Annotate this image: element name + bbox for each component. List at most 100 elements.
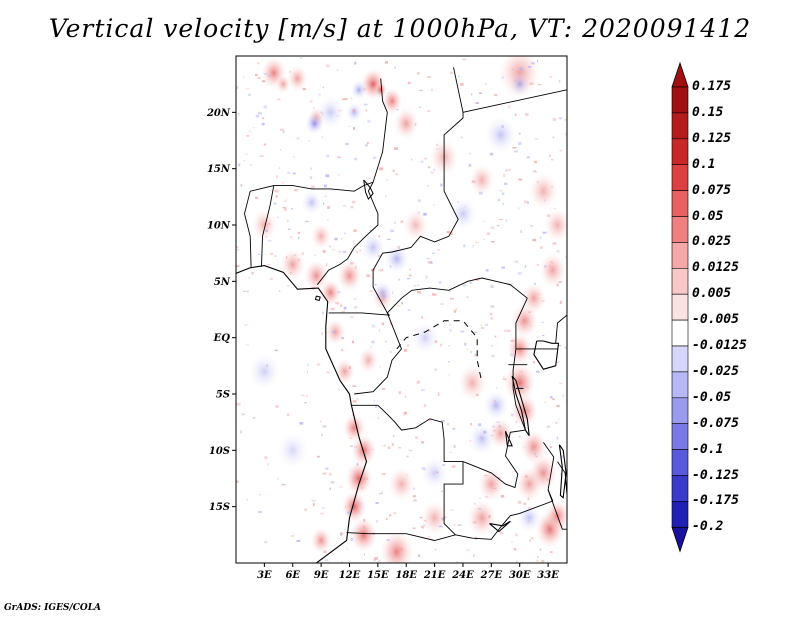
colorbar-level-label: -0.075: [692, 415, 739, 431]
updraft-region-37: [393, 107, 419, 140]
downdraft-region-15: [421, 456, 449, 489]
updraft-region-27: [467, 499, 497, 537]
country-border-14: [462, 89, 567, 113]
updraft-region-9: [539, 252, 567, 288]
updraft-region-23: [337, 259, 362, 292]
country-border-7: [346, 532, 473, 541]
lake-chad: [363, 179, 374, 201]
colorbar-level-label: 0.005: [692, 286, 732, 302]
country-border-11: [555, 314, 567, 344]
updraft-region-18: [334, 358, 356, 385]
downdraft-region-4: [360, 232, 386, 263]
colorbar-swatch: [671, 475, 689, 502]
country-border-1: [261, 78, 388, 267]
downdraft-region-17: [411, 321, 439, 354]
colorbar-swatch: [671, 501, 689, 528]
colorbar-level-label: -0.125: [692, 467, 739, 483]
colorbar-level-label: 0.1: [692, 156, 716, 172]
colorbar-level-label: 0.125: [692, 130, 732, 146]
lon-tick-label: 18E: [395, 570, 417, 581]
updraft-region-15: [345, 461, 373, 496]
downdraft-region-7: [483, 390, 509, 421]
colorbar-swatch: [671, 345, 689, 373]
colorbar-level-label: 0.025: [692, 234, 732, 250]
colorbar: [671, 61, 689, 553]
lon-tick-label: 3E: [257, 570, 272, 581]
downdraft-region-2: [345, 102, 363, 123]
geography-lines: [236, 67, 567, 563]
colorbar-top-arrow: [671, 61, 689, 88]
lat-tick-label: 20N: [206, 108, 231, 119]
updraft-region-16: [351, 434, 377, 467]
updraft-region-25: [357, 346, 379, 374]
updraft-region-12: [380, 530, 414, 563]
bioko: [314, 295, 321, 302]
colorbar-swatch: [671, 267, 689, 295]
updraft-region-26: [310, 527, 332, 554]
updraft-region-14: [341, 490, 367, 523]
lat-tick-label: EQ: [213, 333, 231, 344]
updraft-region-17: [342, 413, 366, 443]
downdraft-region-9: [317, 96, 345, 129]
plot-frame: [235, 55, 568, 564]
lon-tick-label: 9E: [314, 570, 329, 581]
country-border-17: [557, 461, 567, 496]
colorbar-level-label: -0.05: [692, 389, 732, 405]
colorbar-swatch: [671, 190, 689, 217]
colorbar-level-label: 0.175: [692, 79, 732, 94]
lon-tick-label: 33E: [537, 570, 559, 581]
downdraft-region-14: [509, 71, 531, 97]
downdraft-region-8: [468, 423, 496, 456]
updraft-region-5: [504, 362, 536, 403]
updraft-region-8: [521, 282, 547, 315]
lon-tick-label: 21E: [423, 570, 446, 581]
updraft-region-47: [287, 65, 308, 92]
country-border-9: [512, 298, 528, 431]
updraft-region-10: [544, 207, 567, 243]
grads-credit: GrADS: IGES/COLA: [4, 603, 102, 613]
country-border-8: [462, 429, 526, 489]
colorbar-swatch: [671, 164, 689, 191]
downdraft-region-3: [301, 190, 323, 215]
colorbar-level-label: -0.005: [692, 312, 739, 328]
vertical-velocity-field: [236, 56, 567, 563]
lat-tick-label: 15S: [209, 502, 230, 513]
updraft-region-39: [276, 74, 291, 94]
updraft-region-1: [545, 499, 567, 532]
colorbar-swatch: [671, 397, 689, 424]
lat-tick-label: 10S: [209, 446, 230, 457]
downdraft-region-6: [372, 280, 393, 305]
colorbar-level-label: 0.15: [692, 104, 724, 120]
plot-title: Vertical velocity [m/s] at 1000hPa, VT: …: [48, 14, 752, 43]
colorbar-level-label: 0.05: [692, 208, 724, 224]
updraft-region-44: [310, 223, 332, 250]
colorbar-level-label: 0.075: [692, 182, 732, 198]
colorbar-bottom-arrow: [671, 526, 689, 553]
updraft-region-46: [403, 209, 429, 241]
country-border-2: [244, 185, 274, 268]
colorbar-level-label: -0.0125: [692, 338, 747, 353]
country-border-3: [316, 181, 379, 285]
colorbar-swatch: [671, 449, 689, 476]
lake-outline-1: [558, 444, 567, 499]
colorbar-level-label: -0.025: [692, 363, 739, 379]
lon-tick-label: 15E: [367, 570, 389, 581]
lat-tick-label: 10N: [207, 221, 231, 232]
downdraft-region-12: [277, 431, 309, 469]
lake-outline-3: [504, 430, 513, 447]
updraft-region-33: [515, 466, 543, 502]
lon-tick-label: 24E: [451, 570, 474, 581]
colorbar-level-label: -0.1: [692, 441, 724, 457]
country-border-4: [386, 277, 528, 314]
updraft-region-11: [528, 172, 558, 210]
country-border-5: [354, 312, 403, 395]
colorbar-level-label: 0.0125: [692, 260, 739, 276]
colorbar-swatch: [671, 86, 689, 114]
coastline: [236, 265, 368, 563]
colorbar-level-label: -0.2: [692, 519, 724, 535]
colorbar-swatch: [671, 319, 689, 347]
downdraft-region-10: [449, 197, 477, 230]
colorbar-swatch: [671, 371, 689, 399]
lon-tick-label: 30E: [509, 570, 531, 581]
